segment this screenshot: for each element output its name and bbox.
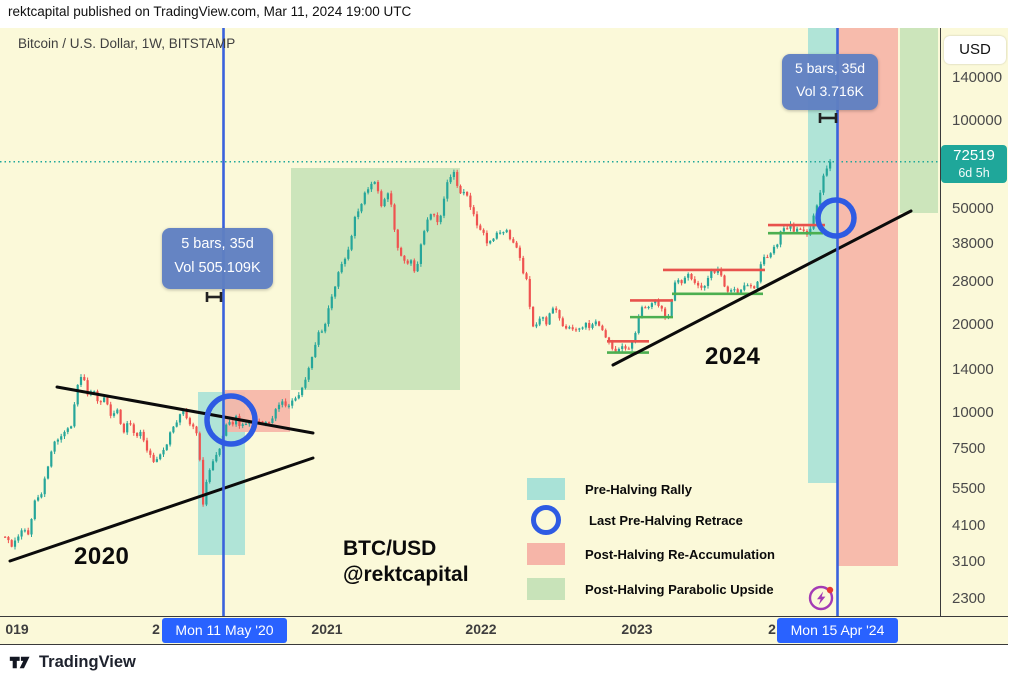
legend-row-post-halving-reaccumulation: Post-Halving Re-Accumulation bbox=[527, 543, 775, 565]
chart-area: Bitcoin / U.S. Dollar, 1W, BITSTAMP 5 ba… bbox=[0, 28, 1008, 645]
time-axis-label: 2 bbox=[768, 621, 776, 637]
time-axis-label: 019 bbox=[5, 621, 29, 637]
measure-tooltip-2020-bars: 5 bars, 35d bbox=[181, 236, 254, 252]
legend-label: Post-Halving Re-Accumulation bbox=[585, 546, 775, 562]
measure-tooltip-2024: 5 bars, 35d Vol 3.716K bbox=[782, 54, 878, 110]
sr-levels bbox=[607, 223, 825, 354]
halving-lines bbox=[222, 28, 839, 616]
currency-unit-button[interactable]: USD bbox=[944, 36, 1006, 64]
current-price-value: 72519 bbox=[953, 146, 995, 164]
attribution-text: rektcapital published on TradingView.com… bbox=[8, 4, 412, 19]
symbol-title: Bitcoin / U.S. Dollar, 1W, BITSTAMP bbox=[18, 36, 236, 51]
price-axis[interactable]: USD 140000 100000 50000 38000 28000 20000 1400… bbox=[940, 28, 1008, 645]
legend-row-post-halving-parabolic-upside: Post-Halving Parabolic Upside bbox=[527, 578, 774, 600]
legend-swatch-post-halving-parabolic-upside bbox=[527, 578, 565, 600]
measure-tooltip-2024-volume: Vol 3.716K bbox=[796, 83, 864, 99]
band-post-halving-parabolic-2024 bbox=[900, 28, 938, 213]
halving-date-badge[interactable]: Mon 11 May '20 bbox=[162, 618, 287, 643]
trendline[interactable] bbox=[611, 209, 913, 367]
pre-halving-retrace-circle[interactable] bbox=[815, 197, 857, 239]
watermark-handle: @rektcapital bbox=[343, 563, 469, 586]
price-tick-label: 20000 bbox=[952, 316, 994, 334]
halving-date-badge[interactable]: Mon 15 Apr '24 bbox=[777, 618, 898, 643]
measure-tooltip-2020-volume: Vol 505.109K bbox=[174, 260, 261, 276]
price-tick-label: 10000 bbox=[952, 404, 994, 421]
legend-swatch-pre-halving-rally bbox=[527, 478, 565, 500]
time-axis[interactable]: 019 2 2021 2022 2023 2 Mon 11 May '20 Mon 15 Ap… bbox=[0, 616, 1008, 645]
band-post-halving-reaccumulation-2024 bbox=[838, 28, 898, 566]
time-axis-label: 2021 bbox=[311, 621, 343, 637]
legend-label: Last Pre-Halving Retrace bbox=[589, 512, 743, 528]
price-tick-label: 28000 bbox=[952, 273, 994, 291]
watermark: BTC/USD @rektcapital bbox=[343, 536, 469, 588]
price-tick-label: 100000 bbox=[952, 112, 1003, 129]
time-axis-label: 2023 bbox=[621, 621, 653, 637]
watermark-symbol: BTC/USD bbox=[343, 537, 437, 560]
price-tick-label: 140000 bbox=[952, 69, 1003, 87]
tradingview-logo-icon bbox=[9, 656, 30, 669]
trendline[interactable] bbox=[8, 456, 315, 563]
legend-row-pre-halving-rally: Pre-Halving Rally bbox=[527, 478, 692, 500]
price-tick-label: 38000 bbox=[952, 234, 994, 252]
price-tick-label: 3100 bbox=[952, 552, 986, 570]
annotation-2020: 2020 bbox=[74, 543, 130, 570]
price-tick-label: 2300 bbox=[952, 590, 986, 608]
tradingview-logo-text: TradingView bbox=[39, 653, 136, 671]
legend-label: Post-Halving Parabolic Upside bbox=[585, 581, 774, 597]
current-price-badge: 72519 6d 5h bbox=[941, 144, 1007, 183]
legend-swatch-post-halving-reaccumulation bbox=[527, 543, 565, 565]
measure-tooltip-2020: 5 bars, 35d Vol 505.109K bbox=[162, 228, 273, 289]
legend-row-last-pre-halving-retrace: Last Pre-Halving Retrace bbox=[527, 505, 743, 535]
time-axis-label: 2022 bbox=[465, 621, 497, 637]
price-tick-label: 7500 bbox=[952, 440, 986, 458]
price-tick-label: 5500 bbox=[952, 479, 986, 497]
trendlines bbox=[8, 209, 913, 563]
price-tick-label: 50000 bbox=[952, 199, 994, 217]
annotation-2024: 2024 bbox=[705, 343, 761, 370]
halving-event-icon[interactable] bbox=[806, 582, 838, 614]
trendline[interactable] bbox=[55, 385, 315, 435]
tradingview-branding[interactable]: TradingView bbox=[9, 651, 136, 674]
price-tick-label: 4100 bbox=[952, 517, 986, 535]
retrace-circles bbox=[204, 197, 857, 447]
price-chart-canvas[interactable] bbox=[0, 28, 940, 616]
time-axis-label: 2 bbox=[152, 621, 160, 637]
price-tick-label: 14000 bbox=[952, 361, 994, 379]
measure-tooltip-2024-bars: 5 bars, 35d bbox=[794, 60, 866, 76]
legend-circle-icon bbox=[531, 505, 561, 535]
legend-label: Pre-Halving Rally bbox=[585, 481, 692, 497]
pre-halving-retrace-circle[interactable] bbox=[204, 393, 258, 447]
axis-separator bbox=[940, 28, 941, 645]
measure-handles bbox=[205, 113, 838, 302]
band-post-halving-parabolic-2020 bbox=[291, 168, 460, 390]
bar-countdown: 6d 5h bbox=[958, 165, 990, 180]
